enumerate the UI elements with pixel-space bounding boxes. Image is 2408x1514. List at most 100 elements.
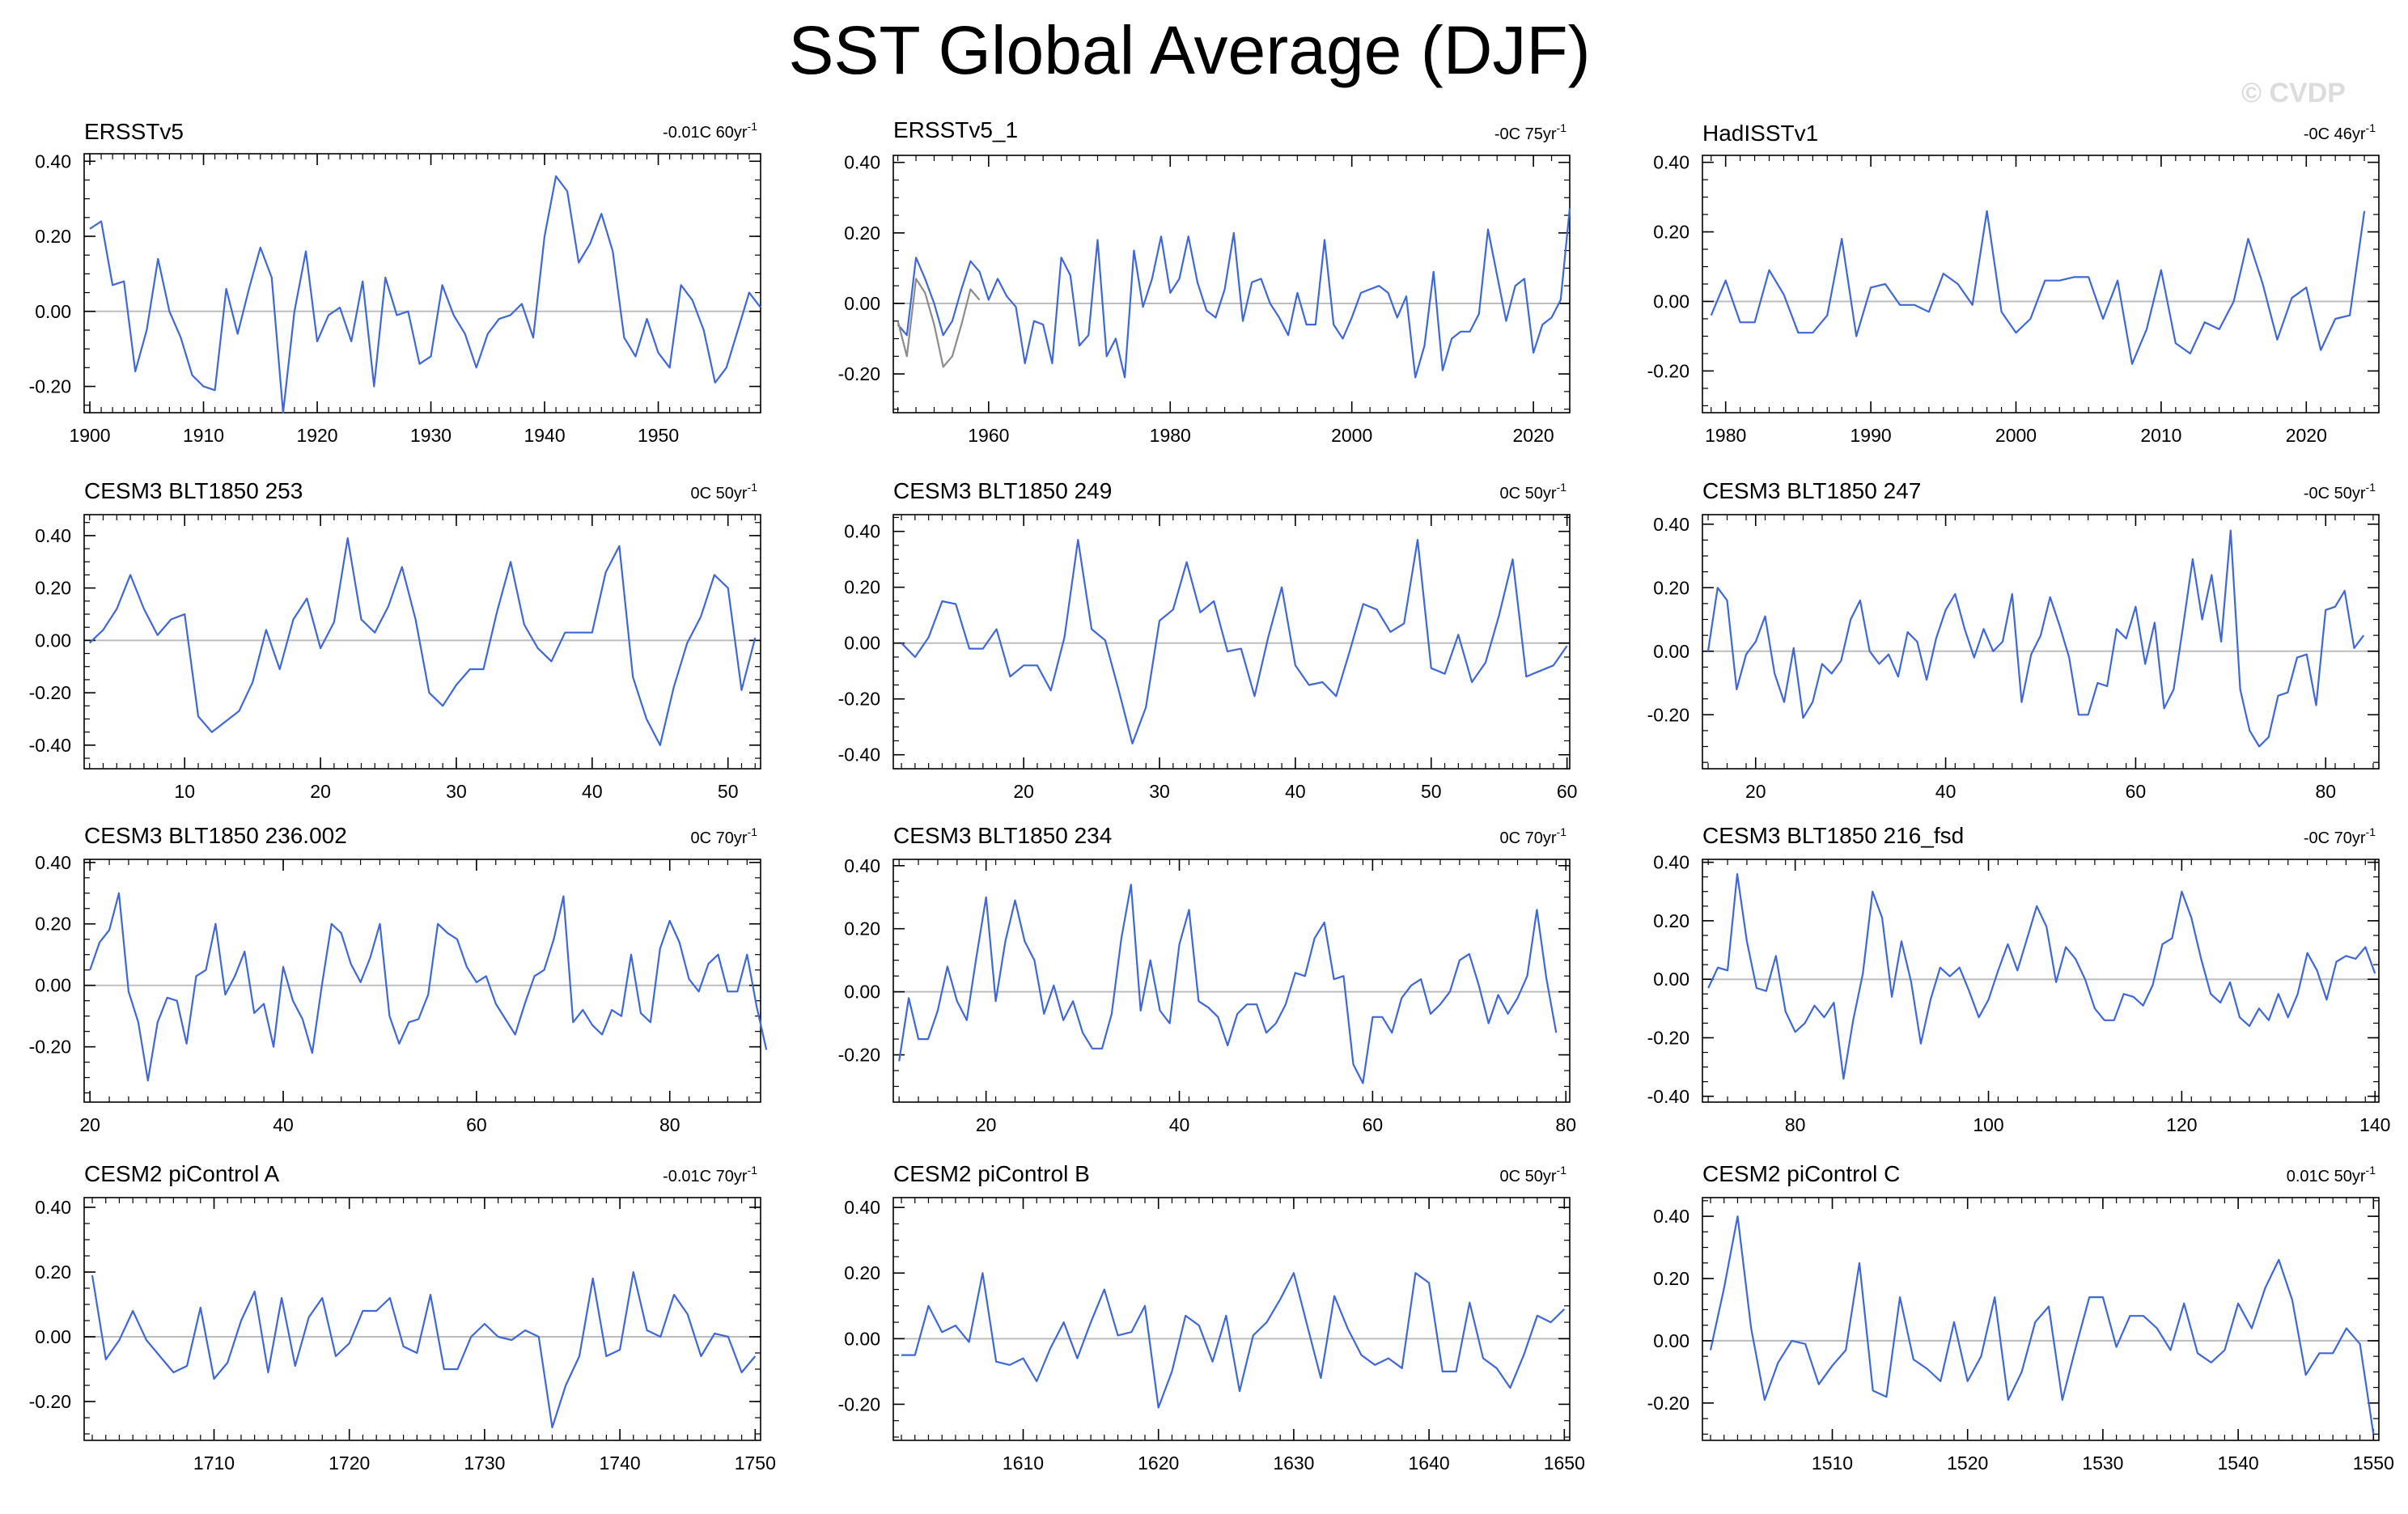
trend-label: -0C 50yr-1 (2304, 481, 2376, 503)
trend-label: 0C 70yr-1 (691, 825, 758, 847)
plot-frame (892, 155, 1571, 413)
x-tick-label: 1920 (296, 425, 337, 446)
panel-11: 1610 1620 1630 1640 1650 -0.20 0.00 0.20 0.40 CES… (838, 1161, 1585, 1474)
x-tick-label: 1980 (1705, 425, 1746, 446)
x-tick-label: 120 (2166, 1114, 2197, 1135)
panel-7: 20 40 60 80 -0.20 0.00 0.20 0.40 CESM3 BLT1850 2… (29, 823, 768, 1135)
y-tick-label: 0.00 (1653, 1330, 1689, 1351)
x-tick-label: 60 (2126, 781, 2147, 802)
panel-9: 80 100 120 140 -0.40 -0.20 0.00 0.20 0.40 CESM3 B… (1647, 823, 2391, 1135)
x-tick-label: 140 (2359, 1114, 2390, 1135)
plot-frame (1702, 514, 2380, 770)
x-tick-label: 1930 (410, 425, 451, 446)
y-tick-label: 0.20 (35, 1262, 71, 1283)
x-tick-label: 40 (273, 1114, 294, 1135)
panel-8: 20 40 60 80 -0.20 0.00 0.20 0.40 CESM3 BLT1850 2… (838, 823, 1576, 1135)
y-tick-label: 0.20 (1653, 1268, 1689, 1289)
y-tick-label: 0.00 (35, 975, 71, 996)
x-tick-label: 1730 (464, 1453, 505, 1474)
x-tick-label: 60 (1557, 781, 1578, 802)
copyright-watermark: © CVDP (2241, 78, 2346, 108)
trend-label: 0C 50yr-1 (1500, 481, 1567, 503)
x-tick-label: 1550 (2353, 1453, 2394, 1474)
y-tick-label: -0.20 (29, 376, 71, 397)
trend-label: -0.01C 60yr-1 (663, 120, 757, 142)
x-tick-label: 20 (79, 1114, 100, 1135)
y-tick-label: 0.40 (35, 852, 71, 873)
y-tick-label: 0.20 (844, 918, 880, 939)
trend-label: 0C 70yr-1 (1500, 825, 1567, 847)
x-tick-label: 1720 (329, 1453, 370, 1474)
x-tick-label: 1650 (1544, 1453, 1585, 1474)
x-tick-label: 1620 (1138, 1453, 1179, 1474)
y-tick-label: -0.20 (1647, 1393, 1689, 1414)
x-tick-label: 30 (1149, 781, 1170, 802)
y-tick-label: 0.00 (35, 1326, 71, 1347)
x-tick-label: 1950 (638, 425, 679, 446)
y-tick-label: 0.00 (844, 1328, 880, 1349)
x-tick-label: 50 (718, 781, 739, 802)
x-tick-label: 1530 (2082, 1453, 2123, 1474)
trend-label: -0C 75yr-1 (1494, 121, 1566, 143)
y-tick-label: -0.20 (838, 1393, 880, 1414)
y-tick-label: 0.40 (1653, 152, 1689, 173)
series-line (1710, 210, 2366, 365)
plot-frame (892, 1197, 1571, 1441)
y-tick-label: 0.00 (35, 630, 71, 651)
panel-title: CESM3 BLT1850 236.002 (84, 823, 347, 848)
series-line (901, 538, 1568, 745)
series-line (89, 892, 768, 1082)
y-tick-label: 0.20 (844, 223, 880, 244)
panel-title: CESM3 BLT1850 253 (84, 478, 303, 503)
y-tick-label: 0.00 (1653, 291, 1689, 312)
panel-title: CESM3 BLT1850 216_fsd (1702, 823, 1964, 848)
x-tick-label: 40 (1169, 1114, 1190, 1135)
x-tick-label: 1510 (1812, 1453, 1853, 1474)
plot-frame (1702, 155, 2380, 413)
y-tick-label: -0.40 (1647, 1086, 1689, 1107)
y-tick-label: 0.00 (844, 293, 880, 314)
panel-title: HadISSTv1 (1702, 121, 1818, 146)
trend-exponent: -1 (2366, 1164, 2376, 1177)
panel-title: CESM2 piControl B (893, 1161, 1090, 1186)
x-tick-label: 1910 (183, 425, 224, 446)
panel-title: CESM2 piControl A (84, 1161, 280, 1186)
plot-frame (83, 514, 761, 770)
x-tick-label: 80 (1785, 1114, 1806, 1135)
x-tick-label: 1610 (1003, 1453, 1044, 1474)
y-tick-label: 0.20 (35, 226, 71, 247)
y-tick-label: -0.20 (838, 689, 880, 710)
x-tick-label: 50 (1421, 781, 1442, 802)
plot-frame (892, 859, 1571, 1103)
panel-3: 1980 1990 2000 2010 2020 -0.20 0.00 0.20 0.40 Had… (1647, 121, 2380, 446)
y-tick-label: 0.40 (844, 152, 880, 173)
x-tick-label: 40 (582, 781, 603, 802)
panel-10: 1710 1720 1730 1740 1750 -0.20 0.00 0.20 0.40 CES… (29, 1161, 776, 1474)
y-tick-label: 0.20 (35, 578, 71, 599)
y-tick-label: -0.20 (29, 682, 71, 703)
y-tick-label: 0.00 (1653, 969, 1689, 990)
y-tick-label: -0.20 (1647, 360, 1689, 381)
trend-exponent: -1 (748, 825, 758, 838)
x-tick-label: 1900 (69, 425, 110, 446)
series-line (897, 208, 1571, 379)
x-tick-label: 2010 (2140, 425, 2181, 446)
series-line (1706, 529, 2365, 748)
panel-1: 1900 1910 1920 1930 1940 1950 -0.20 0.00 0.20 0.4… (29, 119, 761, 446)
x-tick-label: 60 (1363, 1114, 1384, 1135)
y-tick-label: -0.20 (838, 1045, 880, 1066)
x-tick-label: 1540 (2218, 1453, 2259, 1474)
x-tick-label: 80 (1555, 1114, 1576, 1135)
x-tick-label: 1630 (1273, 1453, 1314, 1474)
x-tick-label: 40 (1285, 781, 1306, 802)
plot-frame (83, 153, 761, 413)
secondary-series-line (897, 278, 981, 368)
x-tick-label: 10 (174, 781, 195, 802)
x-tick-label: 20 (1013, 781, 1034, 802)
x-tick-label: 80 (2315, 781, 2336, 802)
trend-label: -0.01C 70yr-1 (663, 1164, 757, 1185)
panel-4: 10 20 30 40 50 -0.40 -0.20 0.00 0.20 0.40 CESM3 BL… (29, 478, 761, 802)
y-tick-label: -0.20 (29, 1037, 71, 1058)
series-line (901, 1272, 1566, 1409)
y-tick-label: -0.20 (29, 1391, 71, 1412)
